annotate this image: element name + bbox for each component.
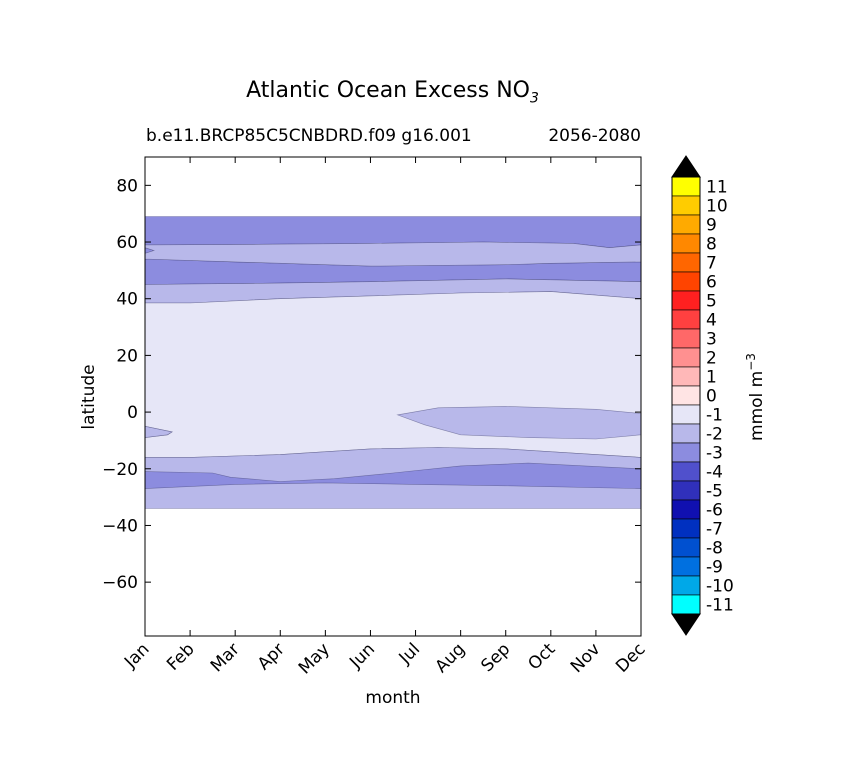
colorbar-tick-label: 9 [706, 216, 717, 236]
colorbar-cell [671, 575, 701, 596]
colorbar-tick-label: -9 [706, 558, 723, 578]
colorbar-tick-label: -4 [706, 463, 723, 483]
colorbar-tick-label: 11 [706, 178, 728, 198]
chart-subtitle-years: 2056-2080 [548, 126, 641, 146]
colorbar-cell [671, 385, 701, 406]
colorbar-label: mmol m−3 [744, 353, 767, 441]
colorbar-cell [671, 404, 701, 425]
colorbar-cell [671, 233, 701, 254]
chart-subtitle-case: b.e11.BRCP85C5CNBDRD.f09 g16.001 [146, 126, 472, 146]
y-tick-label: 20 [116, 346, 138, 366]
colorbar-tick-label: 1 [706, 368, 717, 388]
colorbar-tick-label: -11 [706, 596, 734, 616]
colorbar-cell [671, 594, 701, 615]
y-axis-label: latitude [79, 364, 99, 429]
colorbar-extend-bottom [671, 613, 701, 636]
colorbar-cell [671, 271, 701, 292]
x-tick-label: Oct [524, 639, 559, 674]
x-tick-label: Sep [477, 639, 514, 676]
colorbar-cell [671, 252, 701, 273]
colorbar-cell [671, 537, 701, 558]
colorbar-frame [671, 176, 701, 615]
colorbar-tick-label: -6 [706, 501, 723, 521]
colorbar-cell [671, 328, 701, 349]
colorbar-tick-label: 2 [706, 349, 717, 369]
colorbar-tick-label: 8 [706, 235, 717, 255]
x-tick-label: Dec [612, 639, 649, 676]
colorbar-cell [671, 499, 701, 520]
y-tick-label: 60 [116, 233, 138, 253]
colorbar-tick-label: -1 [706, 406, 723, 426]
colorbar-tick-label: -7 [706, 520, 723, 540]
colorbar-tick-label: 6 [706, 273, 717, 293]
colorbar-cell [671, 290, 701, 311]
colorbar-cell [671, 423, 701, 444]
x-tick-label: Aug [432, 639, 470, 677]
plot-area [145, 216, 641, 509]
colorbar-cell [671, 366, 701, 387]
contour-band-6 [145, 462, 641, 489]
colorbar-tick-label: -5 [706, 482, 723, 502]
colorbar-tick-label: 4 [706, 311, 717, 331]
x-tick-label: May [295, 639, 334, 678]
colorbar-tick-label: 10 [706, 197, 728, 217]
x-tick-label: Jan [120, 639, 153, 672]
plot-frame [144, 156, 642, 637]
colorbar-cell [671, 480, 701, 501]
y-tick-label: 0 [127, 403, 138, 423]
colorbar-tick-label: -10 [706, 577, 734, 597]
colorbar-tick-label: 7 [706, 254, 717, 274]
x-tick-label: Jul [395, 639, 424, 668]
colorbar-extend-top [671, 155, 701, 178]
colorbar-cell [671, 309, 701, 330]
x-tick-label: Jun [345, 639, 379, 673]
y-tick-label: 40 [116, 290, 138, 310]
colorbar-tick-label: -2 [706, 425, 723, 445]
y-tick-label: 80 [116, 176, 138, 196]
contour-band-4 [145, 425, 173, 438]
colorbar-cell [671, 461, 701, 482]
y-tick-label: −40 [102, 516, 138, 536]
x-axis-label: month [365, 688, 420, 708]
x-tick-label: Apr [254, 639, 289, 674]
contour-band-3 [396, 406, 641, 440]
colorbar-tick-label: -3 [706, 444, 723, 464]
colorbar-tick-label: 3 [706, 330, 717, 350]
colorbar-cell [671, 556, 701, 577]
colorbar-tick-label: 0 [706, 387, 717, 407]
colorbar-tick-label: -8 [706, 539, 723, 559]
colorbar-tick-label: 5 [706, 292, 717, 312]
colorbar-cell [671, 195, 701, 216]
x-tick-label: Nov [567, 639, 605, 677]
colorbar-cell [671, 214, 701, 235]
colorbar-cell [671, 518, 701, 539]
y-tick-label: −20 [102, 460, 138, 480]
colorbar-cell [671, 347, 701, 368]
y-tick-label: −60 [102, 573, 138, 593]
colorbar-cell [671, 442, 701, 463]
x-tick-label: Feb [163, 639, 198, 674]
x-tick-label: Mar [207, 639, 244, 676]
chart-title: Atlantic Ocean Excess NO3 [246, 78, 539, 107]
colorbar-cell [671, 176, 701, 197]
